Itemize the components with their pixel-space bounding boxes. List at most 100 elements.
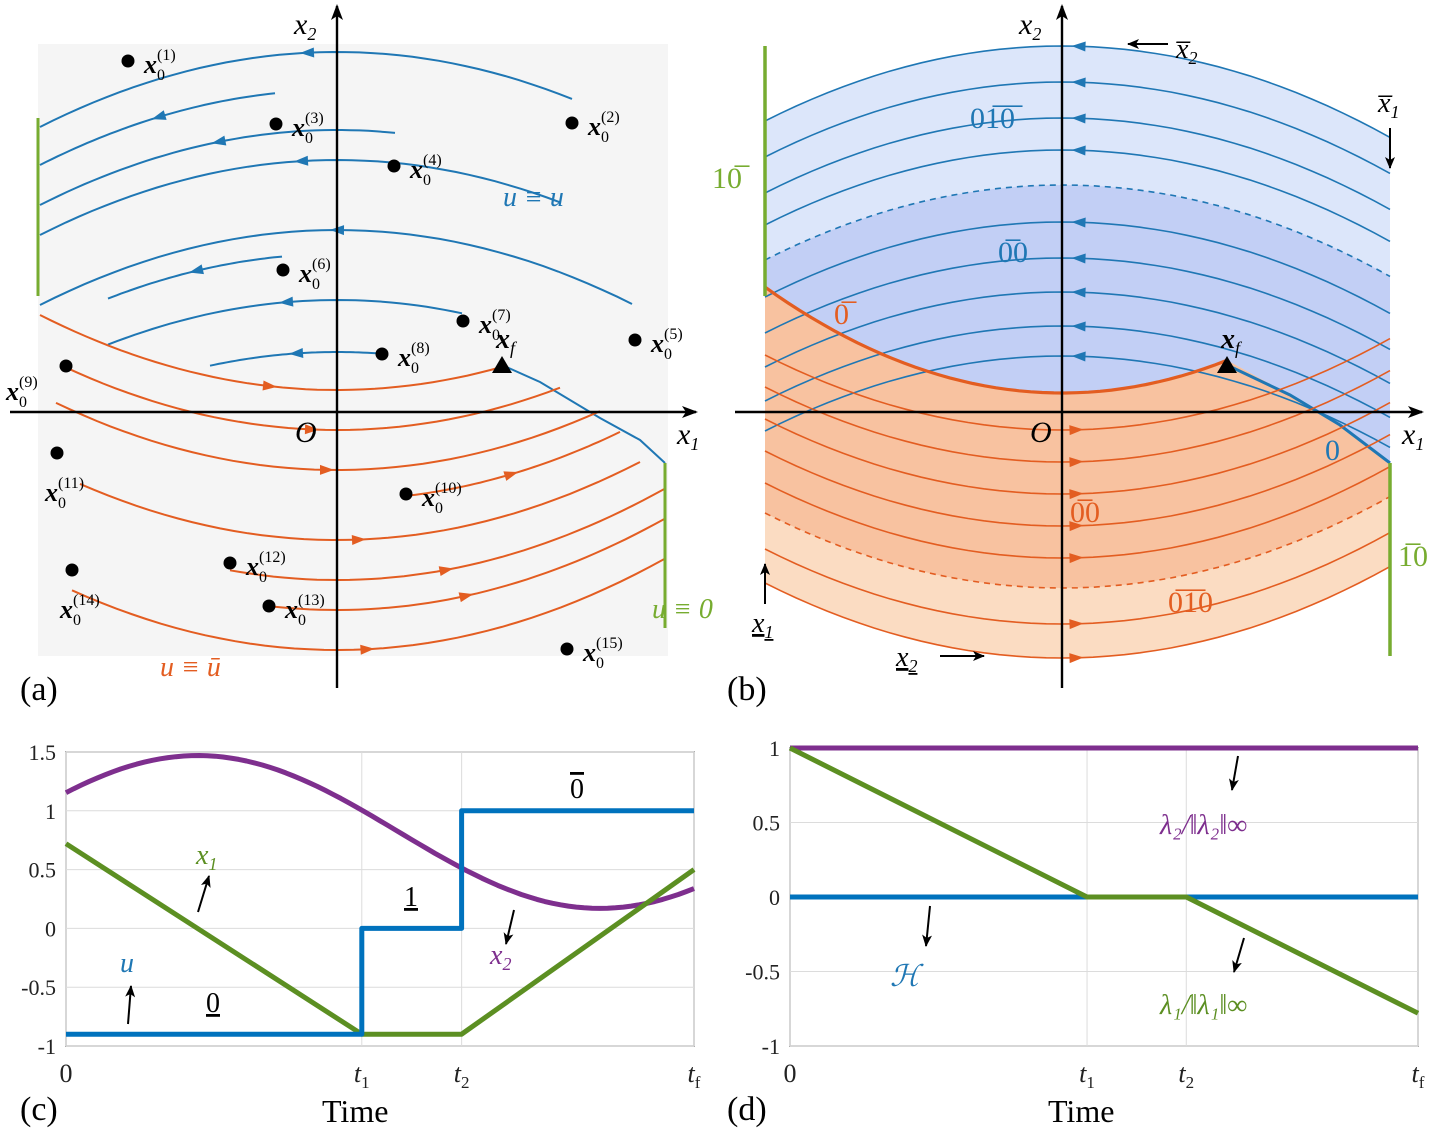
panel-a-orange-arc-arrowhead: [351, 535, 366, 545]
panel-d-label-lambda1: λ₁/‖λ₁‖∞: [1159, 990, 1247, 1021]
panel-c-xlabel: Time: [322, 1093, 388, 1129]
panel-b-orange-arc-arrowhead: [1069, 489, 1084, 500]
panel-a-target-marker: [492, 356, 512, 373]
panel-a-point: [456, 314, 470, 328]
panel-c-arrow-x1: [197, 875, 211, 913]
d-xtick-label: t1: [1079, 1059, 1095, 1092]
panel-a-blue-arc-arrowhead: [279, 296, 294, 307]
d-xtick-label: t2: [1178, 1059, 1194, 1092]
panel-b-xund2-label: x2: [895, 642, 917, 676]
panel-a-point: [387, 159, 401, 173]
d-ytick-label: 0.5: [753, 811, 781, 836]
panel-c-annot-0-under: 0: [206, 988, 220, 1019]
panel-a-origin: O: [295, 416, 317, 449]
panel-a-orange-arc-arrowhead: [458, 592, 474, 603]
d-xtick-label: 0: [784, 1059, 797, 1088]
panel-a-blue-switch: [501, 364, 666, 464]
panel-b-xf-label: xf: [1220, 324, 1243, 358]
panel-b-region-blue-dark: [765, 185, 1390, 463]
c-xtick-label: tf: [688, 1059, 701, 1092]
panel-a-blue-arc-arrowhead: [151, 110, 167, 120]
c-ytick-label: 1.5: [29, 740, 57, 765]
panel-c-arrow-u: [125, 985, 136, 1025]
panel-a-orange-arc-arrowhead: [438, 566, 454, 577]
d-series-lambda1: [788, 745, 1420, 1016]
panel-d-label-lambda2: λ₂/‖λ₂‖∞: [1159, 810, 1247, 841]
panel-b-blue-arc-arrowhead: [1071, 217, 1086, 228]
panel-b-blue-arc-arrowhead: [1071, 351, 1086, 362]
panel-b-orange-arc-arrowhead: [1069, 653, 1084, 664]
panel-a-point: [59, 359, 73, 373]
panel-d-tag: (d): [727, 1091, 767, 1128]
panel-b-orange-trajectories: [764, 285, 1391, 664]
panel-b-x-label: x1: [1401, 418, 1424, 454]
c-ytick-label: 0.5: [29, 858, 57, 883]
panel-a-blue-arc-arrowhead: [300, 47, 315, 58]
panel-d-arrow-lambda2: [1228, 755, 1239, 791]
panel-d-label-H: ℋ: [890, 960, 924, 993]
panel-c-label-u: u: [120, 948, 134, 979]
panel-b-blue-arc-arrowhead: [1071, 321, 1086, 332]
panel-c-arrow-x2: [503, 909, 515, 945]
panel-d-ticks: 10.50-0.5-10 t1 t2 tf: [745, 736, 1425, 1092]
panel-b-blue-arc-arrowhead: [1071, 287, 1086, 298]
c-series-u: [66, 808, 694, 1037]
panel-a-point-label: x0(2): [587, 109, 620, 146]
c-ytick-label: 1: [45, 799, 56, 824]
panel-d-arrow-H: [922, 905, 933, 947]
panel-a-orange-arc-arrowhead: [503, 471, 519, 481]
panel-a-label-u-zero: u ≡ 0: [652, 594, 713, 625]
c-series-x2: [64, 753, 695, 911]
panel-b-region-00-lower: 0̅0: [1070, 496, 1100, 529]
panel-a-point: [375, 347, 389, 361]
panel-d: 10.50-0.5-10 t1 t2 tf: [745, 736, 1425, 1092]
panel-b-origin: O: [1030, 416, 1052, 449]
panel-b-region-0under: 0: [1325, 434, 1340, 467]
panel-a-point: [223, 556, 237, 570]
panel-c-tag: (c): [20, 1091, 58, 1128]
panel-a-y-label: x2: [293, 8, 316, 44]
panel-a-label-u-lower: u ≡ ū: [160, 652, 221, 683]
c-xtick-label: 0: [60, 1059, 73, 1088]
panel-b: [735, 4, 1424, 688]
panel-a-point-label: x0(9): [5, 374, 38, 411]
panel-b-orange-arc-arrowhead: [1069, 425, 1084, 436]
panel-b-region-01-0: 01̅0̅: [970, 102, 1023, 135]
panel-a-blue-arc-arrowhead: [211, 135, 227, 146]
panel-b-target-marker: [1217, 356, 1237, 373]
panel-c-label-x2: x2: [489, 940, 511, 974]
panel-a-orange-arc-arrowhead: [319, 464, 334, 475]
panel-c-annot-1-under: 1: [404, 882, 418, 913]
panel-a-point: [121, 54, 135, 68]
panel-c-series: [64, 753, 696, 1037]
panel-b-y-label: x2: [1018, 8, 1041, 44]
panel-b-orange-arc-arrowhead: [1069, 457, 1084, 468]
panel-b-blue-arc-arrowhead: [1071, 253, 1086, 264]
panel-a-orange-arc-arrowhead: [262, 380, 277, 391]
panel-a-point: [269, 117, 283, 131]
panel-b-orange-arc-arrowhead: [1069, 521, 1084, 532]
c-xtick-label: t1: [354, 1059, 370, 1092]
panel-a-label-u-upper: u ≡ u: [503, 182, 564, 213]
panel-b-region-10-low: 1̅0: [1398, 540, 1428, 573]
panel-a-blue-arc-arrowhead: [294, 155, 309, 166]
panel-b-region-00: 0̅0: [998, 236, 1028, 269]
panel-b-orange-arc-arrowhead: [1069, 619, 1084, 630]
d-xtick-label: tf: [1412, 1059, 1425, 1092]
c-ytick-label: 0: [45, 916, 56, 941]
panel-b-region-010: 0̅1̅0: [1168, 586, 1213, 619]
panel-b-blue-switch: [1226, 363, 1391, 465]
panel-c-annot-0-bar: 0: [570, 774, 584, 805]
panel-a-orange-trajectories: [39, 314, 666, 655]
panel-a-point: [399, 487, 413, 501]
panel-a-point: [628, 333, 642, 347]
c-series-x1: [64, 841, 696, 1037]
panel-a-point: [565, 116, 579, 130]
panel-b-blue-arc-arrowhead: [1071, 145, 1086, 156]
panel-a: x0(1)x0(2)x0(3)x0(4)x0(5)x0(6)x0(7)x0(8)…: [5, 4, 698, 688]
panel-a-xf-label: xf: [495, 324, 518, 358]
panel-b-blue-arc-arrowhead: [1071, 77, 1086, 88]
panel-b-xbar2-label: x̅2: [1175, 34, 1197, 68]
panel-a-point: [50, 446, 64, 460]
panel-b-region-10: 10̅: [712, 162, 750, 195]
